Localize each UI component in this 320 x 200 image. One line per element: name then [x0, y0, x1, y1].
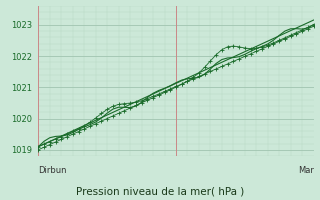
- Text: Pression niveau de la mer( hPa ): Pression niveau de la mer( hPa ): [76, 186, 244, 196]
- Text: Dirbun: Dirbun: [38, 166, 67, 175]
- Text: Mar: Mar: [298, 166, 314, 175]
